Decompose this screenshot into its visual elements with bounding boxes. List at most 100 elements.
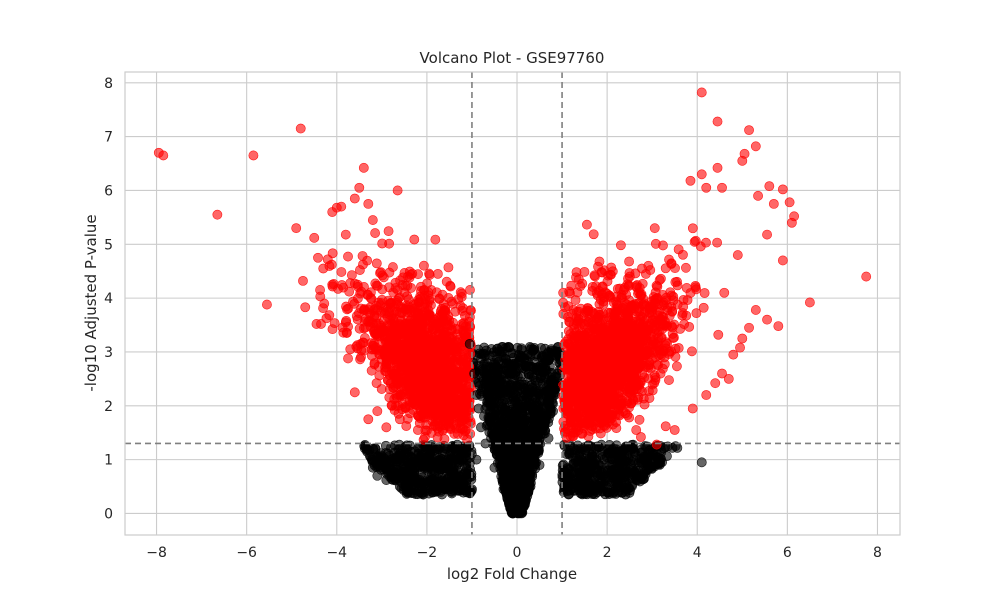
point-significant [426, 401, 437, 412]
point-not-significant [534, 427, 545, 437]
point-significant [450, 306, 461, 317]
point-significant [362, 289, 373, 300]
point-not-significant [558, 466, 569, 477]
point-significant [687, 346, 697, 357]
point-not-significant [508, 388, 518, 399]
point-significant [424, 323, 434, 334]
point-significant [445, 404, 456, 415]
data-points [153, 87, 872, 519]
point-not-significant [543, 355, 554, 366]
point-not-significant [500, 429, 511, 440]
point-significant [384, 238, 395, 249]
point-significant [409, 234, 420, 245]
point-significant [465, 285, 475, 295]
point-not-significant [627, 479, 637, 490]
point-significant [588, 229, 599, 240]
point-significant [336, 267, 347, 277]
point-not-significant [531, 363, 542, 373]
point-significant [399, 365, 409, 376]
point-significant [456, 343, 467, 354]
point-significant [458, 354, 469, 365]
point-not-significant [391, 464, 402, 475]
point-significant [443, 293, 454, 303]
point-not-significant [492, 343, 503, 354]
point-significant [354, 323, 365, 334]
point-not-significant [522, 424, 533, 435]
point-significant [413, 269, 423, 280]
point-not-significant [480, 381, 491, 392]
point-significant [434, 323, 445, 334]
point-significant [419, 260, 429, 271]
point-not-significant [486, 363, 497, 374]
point-significant [430, 234, 441, 245]
point-not-significant [507, 446, 518, 457]
point-significant [413, 314, 424, 325]
point-significant [349, 298, 360, 309]
point-not-significant [540, 343, 550, 354]
point-significant [371, 258, 382, 269]
point-significant [423, 290, 434, 301]
point-not-significant [410, 474, 420, 484]
point-not-significant [419, 477, 430, 488]
point-significant [370, 329, 381, 340]
point-not-significant [529, 344, 540, 355]
point-not-significant [459, 467, 470, 478]
point-significant [397, 404, 407, 415]
point-significant [403, 271, 413, 282]
point-significant [388, 262, 398, 272]
point-significant [687, 223, 698, 234]
point-not-significant [370, 443, 381, 454]
point-significant [445, 368, 456, 379]
point-significant [370, 228, 381, 238]
point-significant [357, 251, 368, 261]
point-not-significant [446, 487, 457, 497]
point-not-significant [523, 360, 534, 371]
point-significant [454, 417, 465, 428]
point-significant [313, 252, 323, 263]
point-significant [319, 298, 330, 309]
point-significant [432, 268, 443, 279]
point-not-significant [520, 383, 530, 394]
point-significant [684, 321, 695, 332]
point-not-significant [488, 423, 499, 433]
point-significant [458, 325, 469, 336]
point-not-significant [496, 402, 507, 412]
point-significant [406, 334, 417, 345]
point-not-significant [667, 442, 678, 453]
point-significant [565, 288, 575, 299]
point-not-significant [494, 378, 505, 389]
point-significant [460, 425, 471, 436]
point-significant [412, 374, 423, 385]
point-significant [681, 262, 691, 273]
point-significant [388, 370, 399, 380]
point-not-significant [523, 460, 534, 471]
point-significant [421, 419, 432, 430]
point-significant [421, 392, 432, 403]
point-not-significant [522, 434, 533, 444]
point-significant [672, 280, 683, 291]
point-not-significant [640, 469, 651, 479]
point-significant [386, 354, 397, 365]
point-significant [634, 414, 645, 425]
point-significant [462, 381, 473, 392]
point-significant [383, 226, 394, 237]
point-significant [454, 372, 464, 383]
point-significant [435, 306, 446, 317]
point-significant [439, 434, 450, 444]
point-significant [375, 268, 385, 278]
point-significant [372, 305, 383, 315]
point-significant [446, 354, 456, 365]
point-significant [712, 237, 723, 248]
point-not-significant [449, 443, 460, 454]
point-significant [412, 410, 423, 421]
point-not-significant [584, 446, 595, 457]
point-significant [436, 333, 447, 344]
point-significant [443, 262, 454, 273]
point-not-significant [592, 480, 603, 491]
point-significant [371, 318, 382, 329]
point-significant [385, 299, 395, 310]
point-not-significant [575, 446, 586, 457]
point-significant [701, 237, 711, 248]
point-significant [413, 295, 424, 305]
